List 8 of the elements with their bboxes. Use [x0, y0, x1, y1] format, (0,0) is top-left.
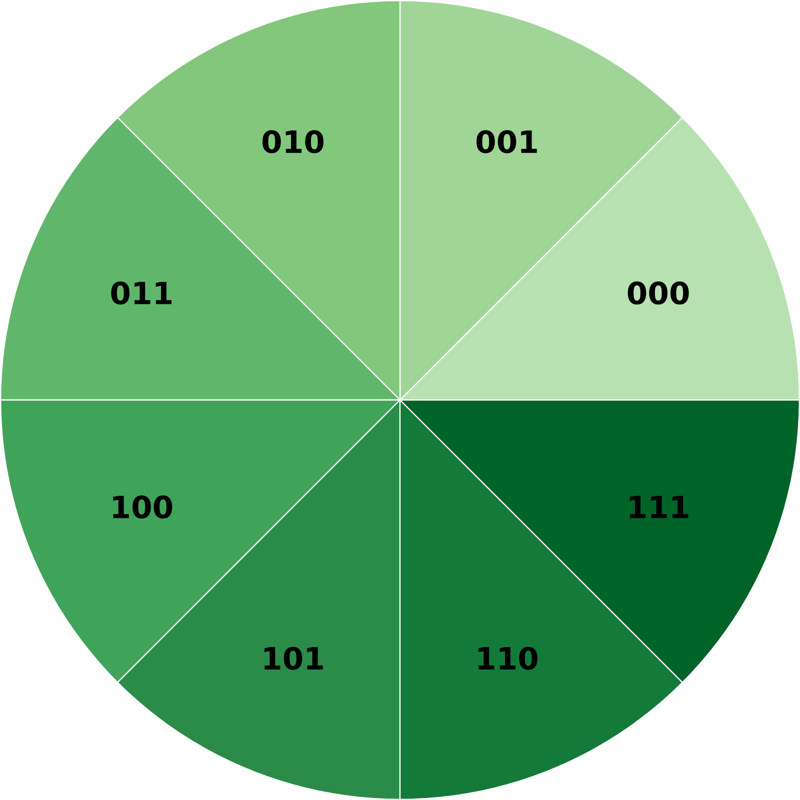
slice-label: 000 [628, 281, 689, 305]
slice-label: 110 [478, 646, 538, 670]
slice-label: 011 [111, 281, 172, 305]
slice-label: 010 [262, 130, 324, 154]
slice-label: 100 [113, 495, 172, 519]
slice-label: 111 [630, 496, 688, 518]
slice-label: 001 [476, 130, 537, 154]
slice-label: 101 [264, 646, 323, 670]
